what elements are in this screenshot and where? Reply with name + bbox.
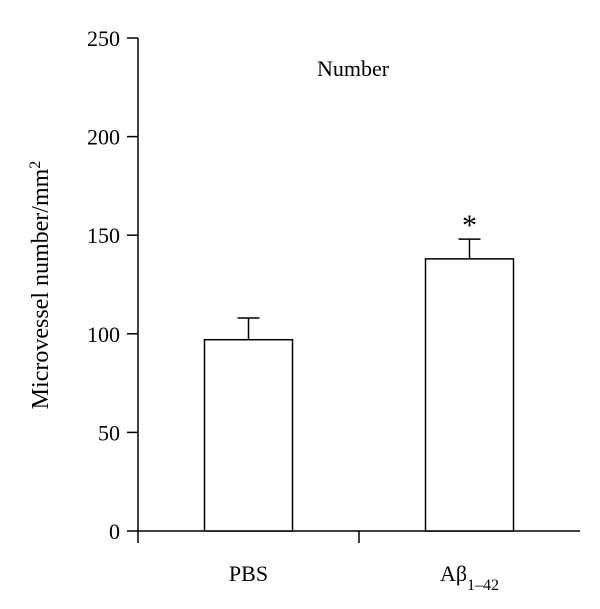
bars: * (203, 209, 515, 532)
y-axis-label-text: Microvessel number/mm (28, 168, 54, 409)
y-tick-label: 0 (109, 519, 120, 544)
chart-title: Number (317, 56, 390, 81)
y-tick-label: 150 (87, 223, 120, 248)
y-tick-label: 100 (87, 322, 120, 347)
y-axis: 0 50 100 150 200 250 (87, 26, 139, 544)
x-axis: PBS Aβ1–42 (137, 530, 580, 594)
significance-marker: * (462, 209, 477, 242)
bar (203, 338, 294, 532)
x-tick-label-subscript: 1–42 (467, 577, 499, 594)
y-tick-label: 50 (98, 420, 120, 445)
y-tick-label: 250 (87, 26, 120, 51)
x-tick-label-main: PBS (229, 561, 268, 586)
y-tick-label: 200 (87, 125, 120, 150)
x-tick-label: PBS (229, 561, 268, 586)
x-tick-label: Aβ1–42 (440, 561, 499, 594)
y-axis-label-superscript: 2 (27, 161, 44, 169)
bar (424, 258, 515, 532)
x-tick-label-main: Aβ (440, 561, 467, 586)
y-axis-label: Microvessel number/mm2 (27, 161, 55, 410)
